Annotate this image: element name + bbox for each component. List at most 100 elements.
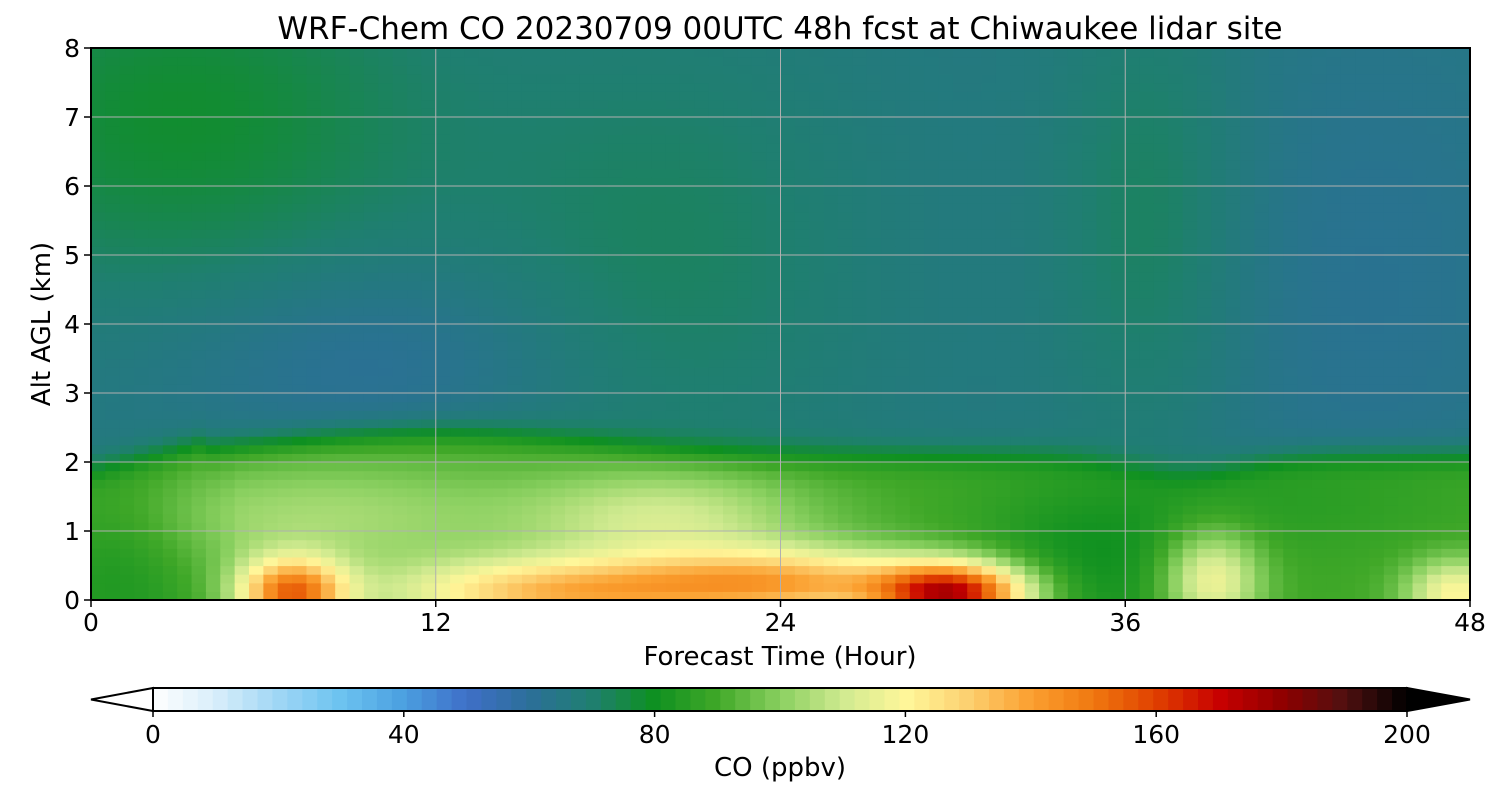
heatmap-cell bbox=[205, 393, 221, 403]
heatmap-cell bbox=[148, 298, 164, 308]
heatmap-cell bbox=[91, 142, 106, 153]
heatmap-cell bbox=[263, 565, 279, 575]
heatmap-cell bbox=[1010, 487, 1026, 498]
heatmap-cell bbox=[636, 436, 652, 446]
heatmap-cell bbox=[335, 427, 351, 437]
heatmap-cell bbox=[148, 436, 164, 446]
heatmap-cell bbox=[665, 134, 681, 144]
heatmap-cell bbox=[1010, 168, 1026, 178]
heatmap-cell bbox=[1153, 349, 1169, 360]
heatmap-cell bbox=[723, 91, 738, 101]
heatmap-cell bbox=[105, 56, 121, 66]
heatmap-cell bbox=[306, 108, 322, 118]
heatmap-cell bbox=[636, 73, 652, 84]
heatmap-cell bbox=[220, 142, 236, 153]
heatmap-cell bbox=[981, 134, 997, 144]
heatmap-cell bbox=[249, 582, 264, 592]
heatmap-cell bbox=[967, 246, 983, 256]
heatmap-cell bbox=[148, 272, 164, 282]
heatmap-cell bbox=[737, 513, 753, 523]
heatmap-cell bbox=[1024, 246, 1040, 256]
heatmap-cell bbox=[651, 186, 667, 196]
heatmap-cell bbox=[378, 229, 394, 239]
heatmap-cell bbox=[938, 315, 954, 325]
heatmap-cell bbox=[407, 487, 422, 498]
heatmap-cell bbox=[407, 289, 422, 299]
heatmap-cell bbox=[306, 470, 322, 480]
heatmap-cell bbox=[335, 582, 351, 592]
heatmap-cell bbox=[794, 151, 810, 161]
heatmap-cell bbox=[536, 565, 552, 575]
heatmap-cell bbox=[895, 418, 911, 429]
heatmap-cell bbox=[450, 220, 466, 230]
heatmap-cell bbox=[651, 211, 667, 222]
heatmap-cell bbox=[708, 203, 724, 213]
heatmap-cell bbox=[866, 401, 882, 411]
heatmap-cell bbox=[1139, 211, 1155, 222]
heatmap-cell bbox=[780, 358, 796, 368]
heatmap-cell bbox=[148, 444, 164, 454]
heatmap-cell bbox=[91, 125, 106, 135]
heatmap-cell bbox=[306, 246, 322, 256]
heatmap-cell bbox=[421, 384, 437, 394]
heatmap-cell bbox=[952, 436, 968, 446]
heatmap-cell bbox=[450, 56, 466, 66]
heatmap-cell bbox=[205, 134, 221, 144]
heatmap-cell bbox=[636, 298, 652, 308]
heatmap-cell bbox=[866, 108, 882, 118]
heatmap-cell bbox=[1139, 203, 1155, 213]
heatmap-cell bbox=[407, 462, 422, 472]
heatmap-cell bbox=[507, 427, 523, 437]
heatmap-cell bbox=[579, 82, 595, 92]
heatmap-cell bbox=[967, 134, 983, 144]
heatmap-cell bbox=[708, 324, 724, 334]
heatmap-cell bbox=[995, 73, 1011, 84]
heatmap-cell bbox=[191, 582, 207, 592]
heatmap-cell bbox=[378, 470, 394, 480]
heatmap-cell bbox=[263, 306, 279, 316]
heatmap-cell bbox=[162, 384, 178, 394]
heatmap-cell bbox=[493, 358, 509, 368]
heatmap-cell bbox=[249, 349, 264, 360]
heatmap-cell bbox=[881, 479, 897, 489]
heatmap-cell bbox=[464, 73, 480, 84]
heatmap-cell bbox=[306, 591, 322, 600]
heatmap-cell bbox=[507, 160, 523, 170]
heatmap-cell bbox=[550, 220, 566, 230]
heatmap-cell bbox=[881, 280, 897, 291]
heatmap-cell bbox=[177, 505, 193, 515]
heatmap-cell bbox=[478, 160, 494, 170]
heatmap-cell bbox=[1168, 220, 1184, 230]
heatmap-cell bbox=[651, 436, 667, 446]
heatmap-cell bbox=[306, 582, 322, 592]
heatmap-cell bbox=[608, 393, 624, 403]
heatmap-cell bbox=[205, 444, 221, 454]
heatmap-cell bbox=[306, 384, 322, 394]
heatmap-cell bbox=[119, 142, 135, 153]
heatmap-cell bbox=[780, 65, 796, 75]
heatmap-cell bbox=[837, 134, 853, 144]
heatmap-cell bbox=[1082, 48, 1098, 58]
heatmap-cell bbox=[1197, 246, 1213, 256]
heatmap-cell bbox=[134, 496, 150, 506]
heatmap-cell bbox=[536, 505, 552, 515]
heatmap-cell bbox=[464, 539, 480, 549]
heatmap-cell bbox=[909, 453, 925, 463]
heatmap-cell bbox=[119, 565, 135, 575]
heatmap-cell bbox=[1039, 556, 1055, 567]
heatmap-cell bbox=[881, 332, 897, 342]
heatmap-cell bbox=[809, 487, 825, 498]
heatmap-cell bbox=[909, 117, 925, 127]
heatmap-cell bbox=[924, 418, 940, 429]
heatmap-cell bbox=[924, 151, 940, 161]
heatmap-cell bbox=[952, 548, 968, 558]
heatmap-cell bbox=[665, 108, 681, 118]
heatmap-cell bbox=[134, 255, 150, 265]
heatmap-cell bbox=[292, 65, 308, 75]
heatmap-cell bbox=[550, 48, 566, 58]
heatmap-cell bbox=[651, 298, 667, 308]
heatmap-cell bbox=[665, 591, 681, 600]
heatmap-cell bbox=[493, 384, 509, 394]
heatmap-cell bbox=[694, 332, 710, 342]
heatmap-cell bbox=[1053, 436, 1069, 446]
